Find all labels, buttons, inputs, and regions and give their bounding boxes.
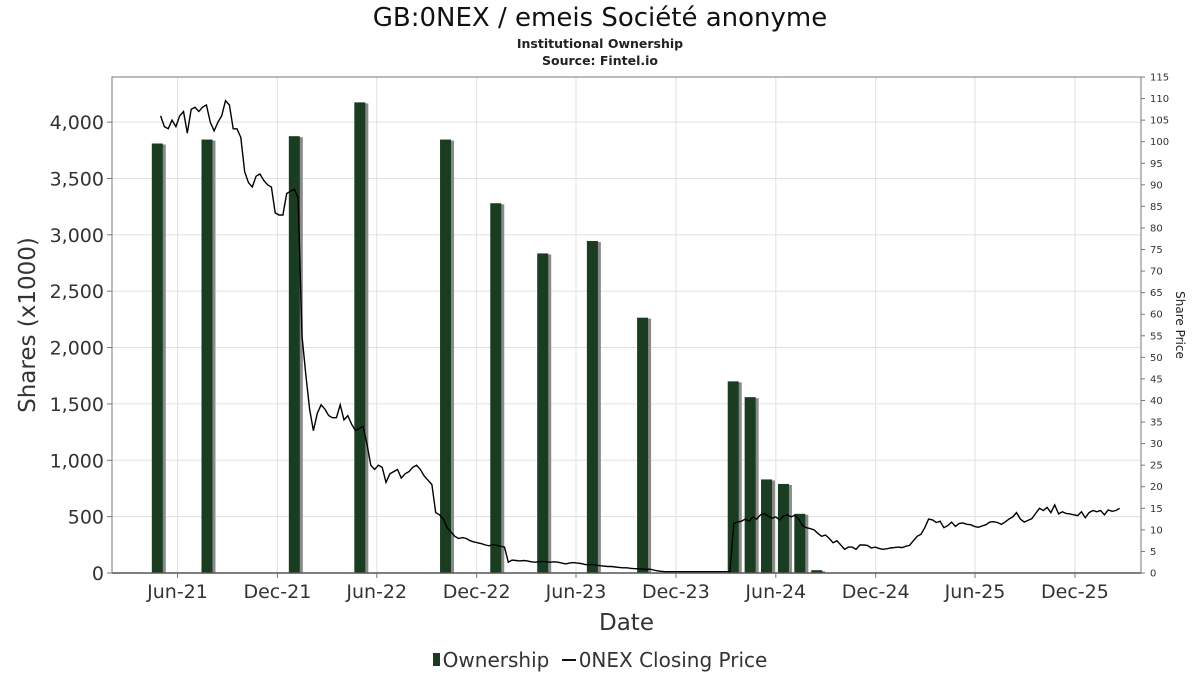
y2-tick-label: 90: [1150, 180, 1163, 191]
legend-item-price: 0NEX Closing Price: [561, 648, 768, 672]
ownership-chart: 0 500 1,000 1,500 2,000 2,500 3,000 3,500 4,000 0…: [15, 73, 1187, 637]
plot-area: [112, 77, 1141, 573]
ownership-bar: [440, 139, 452, 573]
ownership-bar: [354, 102, 366, 573]
y2-tick-label: 45: [1150, 374, 1163, 385]
y-tick-label: 2,000: [50, 338, 104, 360]
y-tick-label: 0: [92, 563, 104, 585]
y2-axis-label: Share Price: [1173, 291, 1187, 359]
ownership-bar: [288, 136, 300, 573]
ownership-bar: [490, 203, 502, 573]
chart-source: Source: Fintel.io: [542, 53, 658, 68]
y2-tick-label: 50: [1150, 353, 1163, 364]
y-axis-label: Shares (x1000): [15, 237, 41, 413]
y-tick-label: 4,000: [50, 112, 104, 134]
y2-tick-label: 80: [1150, 223, 1163, 234]
ownership-bar: [761, 479, 773, 573]
x-tick-label: Dec-22: [443, 581, 511, 603]
chart-subtitle: Institutional Ownership: [516, 36, 684, 51]
ownership-bar: [201, 139, 213, 573]
y2-tick-label: 105: [1150, 116, 1169, 127]
ownership-bar: [151, 143, 163, 573]
y2-tick-label: 35: [1150, 418, 1163, 429]
y2-tick-label: 60: [1150, 310, 1163, 321]
y2-tick-label: 0: [1150, 569, 1156, 580]
x-tick-label: Dec-24: [842, 581, 910, 603]
y2-tick-label: 10: [1150, 525, 1163, 536]
ownership-bar: [777, 483, 789, 573]
x-tick-label: Jun-22: [345, 581, 407, 603]
y2-tick-label: 110: [1150, 94, 1169, 105]
y-tick-label: 3,000: [50, 225, 104, 247]
chart-title: GB:0NEX / emeis Société anonyme: [372, 3, 828, 33]
y-tick-label: 500: [68, 507, 104, 529]
y-tick-label: 2,500: [50, 281, 104, 303]
legend-label-ownership: Ownership: [442, 648, 550, 672]
y2-tick-label: 95: [1150, 159, 1163, 170]
ownership-bar: [637, 317, 649, 573]
y2-tick-label: 15: [1150, 504, 1163, 515]
x-tick-label: Jun-21: [146, 581, 208, 603]
y-tick-label: 3,500: [50, 168, 104, 190]
ownership-bar: [727, 381, 739, 573]
ownership-bar: [586, 241, 598, 573]
ownership-bar: [537, 253, 549, 573]
y2-tick-label: 75: [1150, 245, 1163, 256]
legend-label-price: 0NEX Closing Price: [578, 648, 768, 672]
price-line: [159, 99, 1121, 573]
y2-tick-label: 40: [1150, 396, 1163, 407]
y2-tick-label: 115: [1150, 73, 1169, 84]
y2-tick-label: 30: [1150, 439, 1163, 450]
chart-legend: Ownership 0NEX Closing Price: [0, 648, 1200, 672]
y2-tick-label: 65: [1150, 288, 1163, 299]
y2-tick-label: 5: [1150, 547, 1156, 558]
x-tick-label: Dec-21: [243, 581, 311, 603]
x-tick-label: Dec-25: [1041, 581, 1109, 603]
x-tick-label: Dec-23: [642, 581, 710, 603]
x-tick-label: Jun-25: [944, 581, 1006, 603]
ownership-bar: [811, 570, 823, 573]
y2-tick-label: 70: [1150, 267, 1163, 278]
y2-tick-label: 20: [1150, 482, 1163, 493]
x-tick-label: Jun-23: [545, 581, 607, 603]
y2-tick-label: 100: [1150, 137, 1169, 148]
ownership-bar: [794, 513, 806, 573]
y-tick-label: 1,000: [50, 450, 104, 472]
ownership-bar: [744, 397, 756, 573]
y2-tick-label: 55: [1150, 331, 1163, 342]
x-tick-label: Jun-24: [744, 581, 806, 603]
y2-tick-label: 85: [1150, 202, 1163, 213]
x-axis-label: Date: [599, 610, 654, 636]
legend-swatch-bar: [432, 653, 440, 666]
y2-tick-label: 25: [1150, 461, 1163, 472]
y-tick-label: 1,500: [50, 394, 104, 416]
legend-item-ownership: Ownership: [432, 648, 550, 672]
legend-swatch-line: [561, 658, 576, 661]
